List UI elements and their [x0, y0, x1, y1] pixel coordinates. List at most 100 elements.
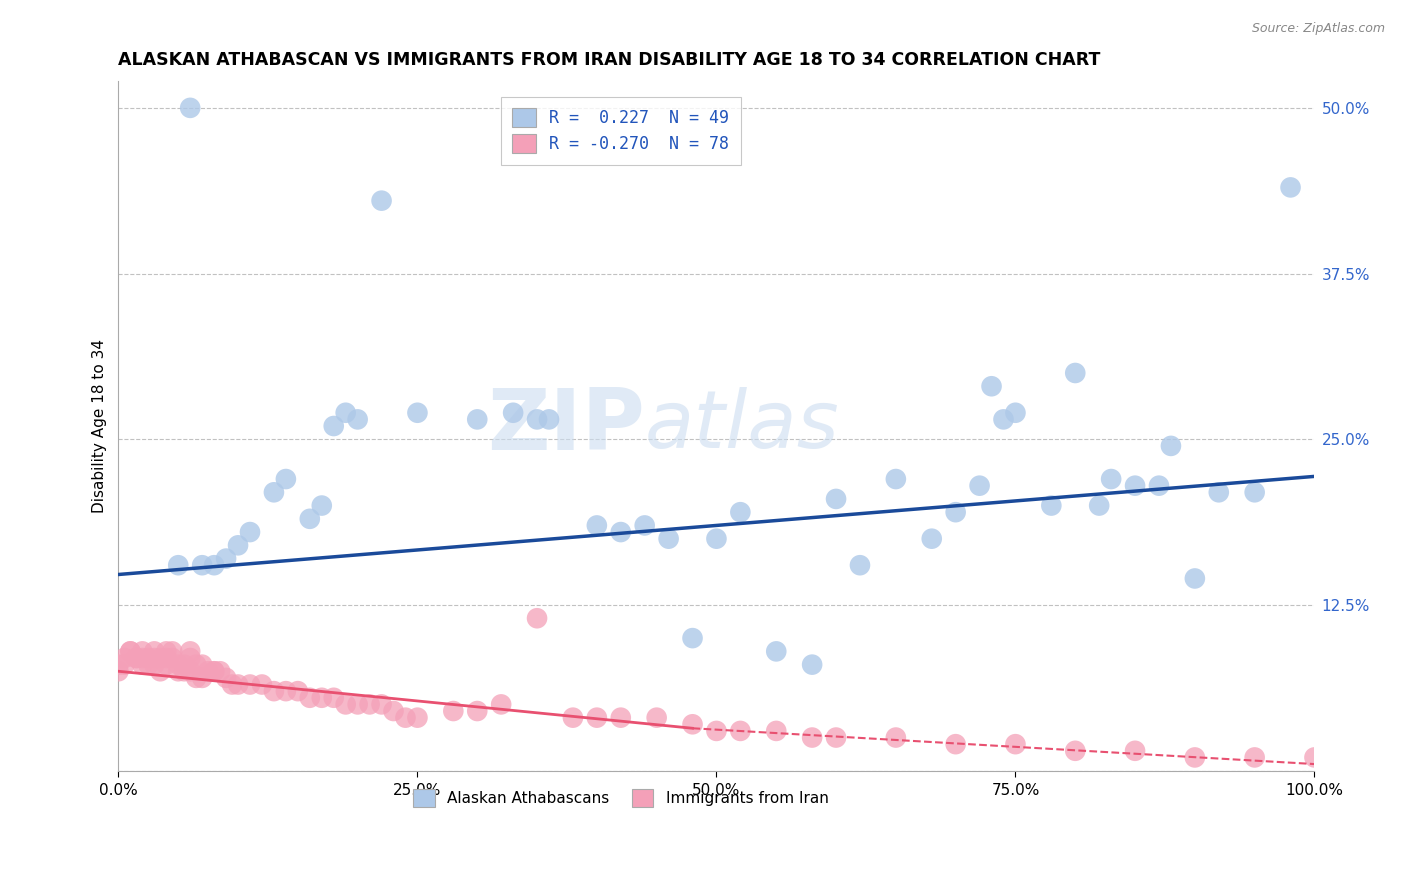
Point	[131, 651, 153, 665]
Point	[263, 684, 285, 698]
Point	[335, 406, 357, 420]
Point	[502, 406, 524, 420]
Point	[359, 698, 381, 712]
Point	[149, 665, 172, 679]
Point	[179, 665, 201, 679]
Point	[221, 677, 243, 691]
Legend: Alaskan Athabascans, Immigrants from Iran: Alaskan Athabascans, Immigrants from Ira…	[405, 781, 837, 814]
Point	[921, 532, 943, 546]
Point	[346, 698, 368, 712]
Point	[112, 651, 135, 665]
Point	[138, 657, 160, 672]
Point	[202, 665, 225, 679]
Point	[394, 711, 416, 725]
Point	[298, 690, 321, 705]
Point	[1160, 439, 1182, 453]
Point	[179, 651, 201, 665]
Point	[131, 644, 153, 658]
Point	[1088, 499, 1111, 513]
Point	[980, 379, 1002, 393]
Point	[1243, 485, 1265, 500]
Point	[155, 651, 177, 665]
Text: atlas: atlas	[645, 387, 839, 465]
Point	[263, 485, 285, 500]
Point	[167, 657, 190, 672]
Point	[191, 558, 214, 573]
Point	[370, 194, 392, 208]
Point	[441, 704, 464, 718]
Point	[1099, 472, 1122, 486]
Point	[226, 538, 249, 552]
Point	[215, 671, 238, 685]
Point	[120, 644, 142, 658]
Point	[274, 472, 297, 486]
Point	[706, 532, 728, 546]
Point	[561, 711, 583, 725]
Point	[765, 644, 787, 658]
Point	[645, 711, 668, 725]
Point	[1184, 750, 1206, 764]
Point	[149, 651, 172, 665]
Point	[1147, 478, 1170, 492]
Point	[335, 698, 357, 712]
Point	[1123, 744, 1146, 758]
Point	[969, 478, 991, 492]
Point	[610, 524, 633, 539]
Point	[197, 665, 219, 679]
Point	[186, 671, 208, 685]
Point	[489, 698, 512, 712]
Point	[202, 665, 225, 679]
Point	[1064, 744, 1087, 758]
Point	[765, 723, 787, 738]
Point	[706, 723, 728, 738]
Point	[370, 698, 392, 712]
Point	[801, 657, 824, 672]
Point	[1279, 180, 1302, 194]
Point	[155, 657, 177, 672]
Point	[138, 651, 160, 665]
Point	[173, 657, 195, 672]
Point	[125, 651, 148, 665]
Y-axis label: Disability Age 18 to 34: Disability Age 18 to 34	[93, 339, 107, 513]
Point	[322, 690, 344, 705]
Point	[537, 412, 560, 426]
Point	[1004, 737, 1026, 751]
Point	[143, 651, 166, 665]
Point	[239, 524, 262, 539]
Point	[311, 690, 333, 705]
Point	[884, 731, 907, 745]
Point	[250, 677, 273, 691]
Point	[215, 551, 238, 566]
Point	[191, 671, 214, 685]
Point	[634, 518, 657, 533]
Point	[406, 711, 429, 725]
Point	[298, 512, 321, 526]
Point	[107, 657, 129, 672]
Point	[131, 657, 153, 672]
Point	[801, 731, 824, 745]
Point	[1243, 750, 1265, 764]
Point	[586, 518, 609, 533]
Point	[884, 472, 907, 486]
Point	[465, 412, 488, 426]
Point	[226, 677, 249, 691]
Point	[730, 505, 752, 519]
Point	[1303, 750, 1326, 764]
Point	[287, 684, 309, 698]
Point	[406, 406, 429, 420]
Point	[186, 657, 208, 672]
Point	[526, 611, 548, 625]
Point	[1064, 366, 1087, 380]
Point	[155, 644, 177, 658]
Point	[209, 665, 232, 679]
Point	[586, 711, 609, 725]
Point	[1123, 478, 1146, 492]
Point	[239, 677, 262, 691]
Point	[945, 737, 967, 751]
Point	[120, 644, 142, 658]
Point	[1040, 499, 1063, 513]
Point	[465, 704, 488, 718]
Point	[993, 412, 1015, 426]
Point	[125, 651, 148, 665]
Point	[682, 717, 704, 731]
